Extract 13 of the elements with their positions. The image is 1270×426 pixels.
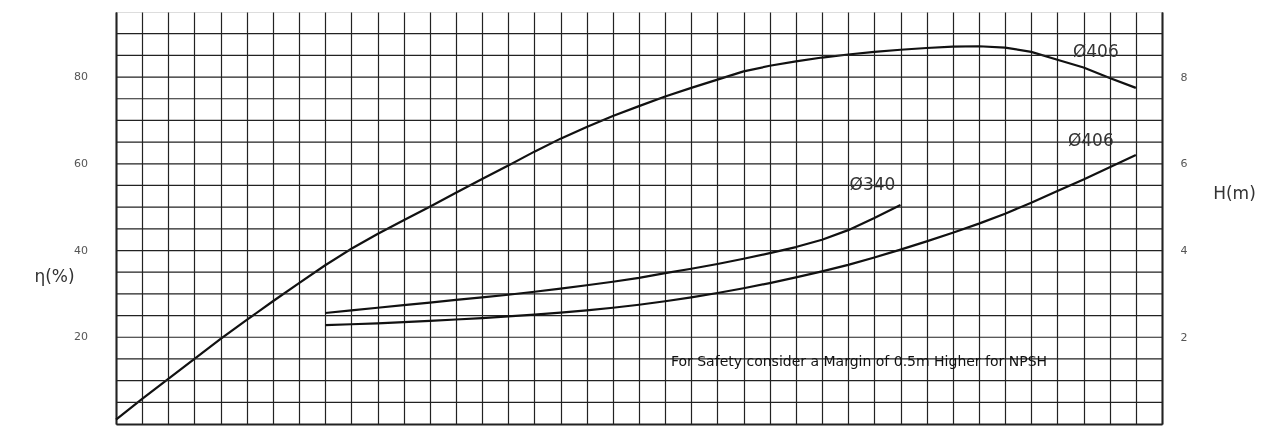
y-tick-label: 80 xyxy=(74,70,88,84)
line-series xyxy=(324,154,1137,327)
y2-tick-label: 4 xyxy=(1180,244,1188,258)
y2-axis-title: H(m) xyxy=(1213,182,1256,203)
y2-tick-label: 2 xyxy=(1180,330,1188,344)
y2-tick-label: 6 xyxy=(1180,157,1188,171)
line-series xyxy=(114,45,1137,421)
y-tick-label: 40 xyxy=(74,243,88,257)
y2-tick-label: 8 xyxy=(1180,70,1188,84)
y-tick-label: 20 xyxy=(74,330,88,344)
line-series xyxy=(324,203,902,315)
y-axis-title: η(%) xyxy=(34,265,75,286)
y-tick-label: 60 xyxy=(74,156,88,170)
